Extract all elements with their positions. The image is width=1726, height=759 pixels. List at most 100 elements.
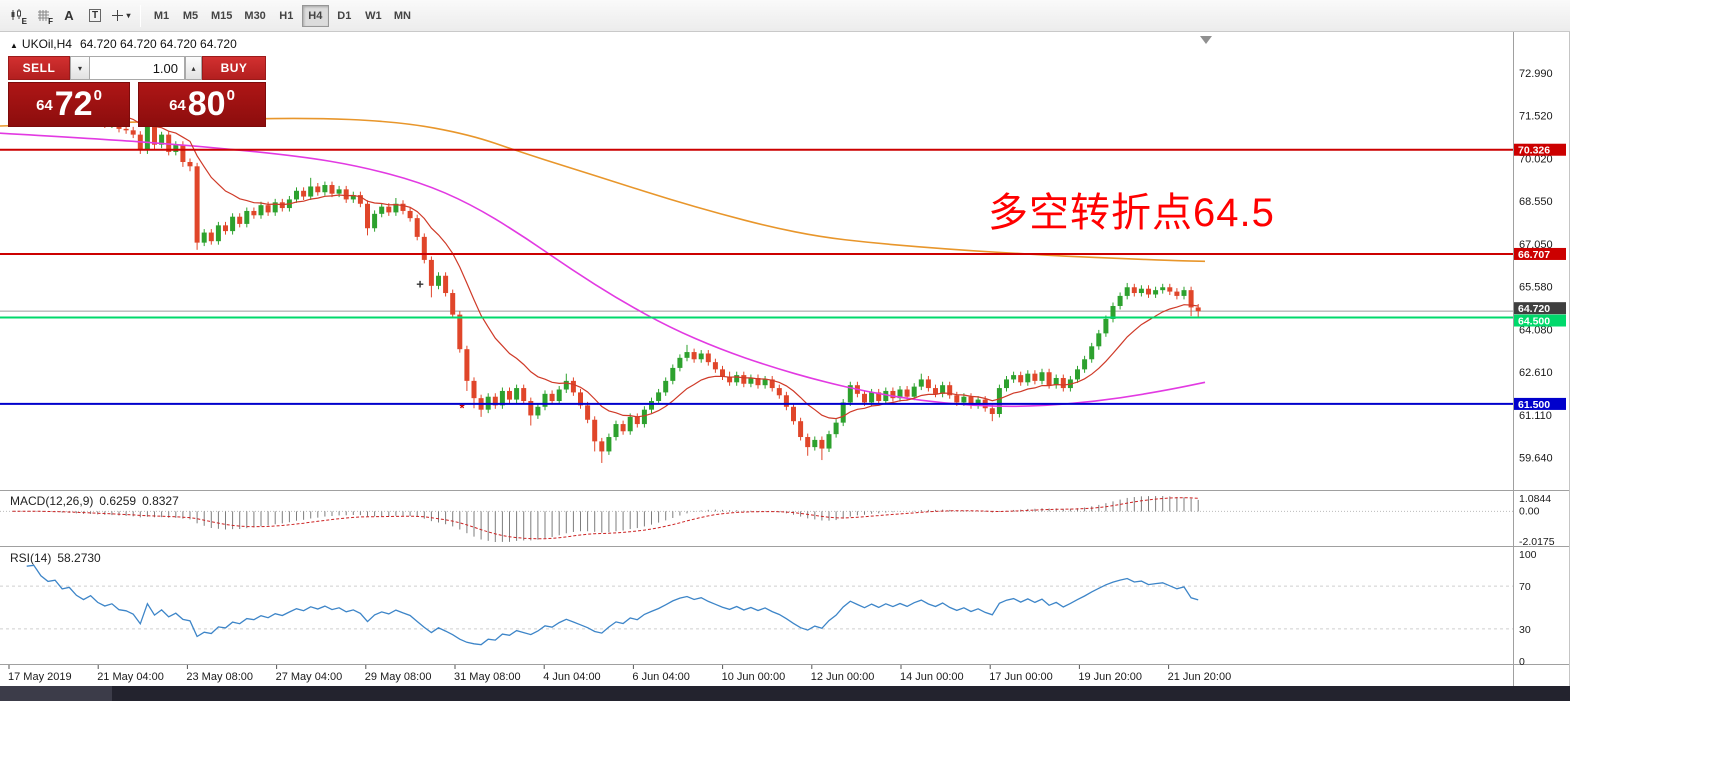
svg-text:66.707: 66.707 bbox=[1518, 249, 1550, 261]
toolbar-separator bbox=[140, 4, 141, 27]
svg-text:100: 100 bbox=[1519, 549, 1537, 561]
svg-text:14 Jun 00:00: 14 Jun 00:00 bbox=[900, 671, 964, 683]
svg-text:72.990: 72.990 bbox=[1519, 68, 1553, 80]
volume-input[interactable] bbox=[90, 56, 185, 80]
svg-text:31 May 08:00: 31 May 08:00 bbox=[454, 671, 521, 683]
text-box-icon: T bbox=[88, 9, 102, 22]
time-axis: 17 May 2019 21 May 04:00 23 May 08:00 27 Ma… bbox=[8, 665, 1231, 683]
candlestick-chart-icon bbox=[11, 9, 21, 20]
chart-style-button[interactable]: E bbox=[5, 4, 29, 28]
macd-title: MACD(12,26,9) bbox=[10, 494, 94, 508]
svg-text:61.110: 61.110 bbox=[1519, 410, 1552, 422]
scrollbar-thumb[interactable] bbox=[0, 686, 112, 701]
timeframe-button-w1[interactable]: W1 bbox=[360, 5, 387, 27]
svg-text:1.0844: 1.0844 bbox=[1519, 493, 1551, 505]
svg-text:23 May 08:00: 23 May 08:00 bbox=[186, 671, 253, 683]
crosshair-icon bbox=[112, 10, 124, 21]
buy-price-sup: 0 bbox=[226, 87, 235, 104]
svg-text:68.550: 68.550 bbox=[1519, 196, 1553, 208]
svg-text:70.326: 70.326 bbox=[1518, 145, 1550, 157]
svg-text:0.00: 0.00 bbox=[1519, 505, 1540, 517]
chart-style-sub-label: E bbox=[21, 16, 27, 26]
trade-markers-layer: +* bbox=[416, 277, 465, 416]
buy-button[interactable]: BUY bbox=[202, 56, 266, 80]
svg-text:12 Jun 00:00: 12 Jun 00:00 bbox=[811, 671, 875, 683]
svg-text:71.520: 71.520 bbox=[1519, 110, 1553, 122]
sell-price-display[interactable]: 64 72 0 bbox=[8, 82, 130, 127]
caret-up-icon: ▴ bbox=[191, 63, 196, 73]
svg-text:59.640: 59.640 bbox=[1519, 452, 1553, 464]
chart-canvas[interactable]: +*72.99071.52070.02068.55067.05065.58064… bbox=[0, 0, 1570, 701]
svg-text:-2.0175: -2.0175 bbox=[1519, 536, 1555, 548]
chart-shift-marker-icon bbox=[1200, 36, 1212, 44]
sell-button[interactable]: SELL bbox=[8, 56, 70, 80]
rsi-title: RSI(14) bbox=[10, 551, 52, 565]
drawing-tools-button[interactable]: ▾ bbox=[109, 4, 133, 28]
window-border bbox=[1569, 0, 1570, 701]
sell-price-prefix: 64 bbox=[36, 97, 53, 114]
volume-increase-button[interactable]: ▴ bbox=[185, 56, 202, 80]
timeframe-button-m30[interactable]: M30 bbox=[239, 5, 270, 27]
svg-text:65.580: 65.580 bbox=[1519, 281, 1553, 293]
sell-price-sup: 0 bbox=[93, 87, 102, 104]
timeframe-button-m5[interactable]: M5 bbox=[177, 5, 204, 27]
ohlc-values: 64.720 64.720 64.720 64.720 bbox=[79, 37, 237, 51]
svg-text:+: + bbox=[416, 277, 424, 292]
timeframe-button-d1[interactable]: D1 bbox=[331, 5, 358, 27]
svg-text:19 Jun 20:00: 19 Jun 20:00 bbox=[1078, 671, 1142, 683]
symbol-label: UKOil,H4 bbox=[21, 37, 72, 51]
svg-text:64.720: 64.720 bbox=[1518, 303, 1550, 315]
collapse-arrow-icon[interactable]: ▲ bbox=[10, 41, 18, 50]
svg-text:62.610: 62.610 bbox=[1519, 367, 1553, 379]
macd-header: MACD(12,26,9) 0.6259 0.8327 bbox=[10, 494, 185, 508]
svg-text:21 Jun 20:00: 21 Jun 20:00 bbox=[1168, 671, 1232, 683]
chart-symbol-header: ▲ UKOil,H4 64.720 64.720 64.720 64.720 bbox=[10, 37, 237, 51]
sell-price-big: 72 bbox=[54, 85, 93, 123]
svg-text:70.020: 70.020 bbox=[1519, 154, 1553, 166]
svg-text:4 Jun 04:00: 4 Jun 04:00 bbox=[543, 671, 601, 683]
grid-sub-label: F bbox=[48, 16, 53, 26]
svg-text:64.080: 64.080 bbox=[1519, 325, 1553, 337]
svg-text:27 May 04:00: 27 May 04:00 bbox=[276, 671, 343, 683]
buy-price-prefix: 64 bbox=[169, 97, 186, 114]
svg-text:61.500: 61.500 bbox=[1518, 399, 1550, 411]
timeframe-button-m1[interactable]: M1 bbox=[148, 5, 175, 27]
one-click-trading-panel: SELL ▾ ▴ BUY 64 72 0 64 80 0 bbox=[8, 56, 266, 127]
text-box-tool-button[interactable]: T bbox=[83, 4, 107, 28]
text-label-icon: A bbox=[64, 8, 74, 23]
svg-text:17 May 2019: 17 May 2019 bbox=[8, 671, 72, 683]
macd-value-main: 0.6259 bbox=[99, 494, 137, 508]
rsi-value: 58.2730 bbox=[57, 551, 101, 565]
text-label-tool-button[interactable]: A bbox=[57, 4, 81, 28]
rsi-panel: 100 70 30 0 bbox=[0, 549, 1537, 668]
candles-layer bbox=[10, 87, 1201, 463]
grid-icon bbox=[37, 10, 49, 21]
trade-prices-row: 64 72 0 64 80 0 bbox=[8, 82, 266, 127]
svg-text:70: 70 bbox=[1519, 581, 1531, 593]
hlines-layer bbox=[0, 36, 1513, 405]
horizontal-scrollbar[interactable] bbox=[0, 686, 1570, 701]
toolbar: E F A T ▾ M1 M5 M15 M30 H1 H4 D1 W1 MN bbox=[0, 0, 1570, 32]
svg-text:29 May 08:00: 29 May 08:00 bbox=[365, 671, 432, 683]
buy-price-big: 80 bbox=[187, 85, 226, 123]
svg-text:6 Jun 04:00: 6 Jun 04:00 bbox=[632, 671, 690, 683]
buy-price-display[interactable]: 64 80 0 bbox=[138, 82, 266, 127]
svg-text:10 Jun 00:00: 10 Jun 00:00 bbox=[722, 671, 786, 683]
panel-separators bbox=[0, 490, 1570, 665]
timeframe-button-m15[interactable]: M15 bbox=[206, 5, 237, 27]
svg-text:0: 0 bbox=[1519, 656, 1525, 668]
timeframe-button-h1[interactable]: H1 bbox=[273, 5, 300, 27]
timeframe-group: M1 M5 M15 M30 H1 H4 D1 W1 MN bbox=[147, 4, 417, 27]
volume-dropdown-button[interactable]: ▾ bbox=[70, 56, 90, 80]
svg-text:*: * bbox=[459, 401, 465, 416]
timeframe-button-h4[interactable]: H4 bbox=[301, 4, 329, 27]
svg-text:21 May 04:00: 21 May 04:00 bbox=[97, 671, 164, 683]
svg-text:64.500: 64.500 bbox=[1518, 316, 1550, 328]
annotation-text: 多空转折点64.5 bbox=[988, 191, 1275, 235]
trade-controls-row: SELL ▾ ▴ BUY bbox=[8, 56, 266, 80]
grid-button[interactable]: F bbox=[31, 4, 55, 28]
macd-value-signal: 0.8327 bbox=[142, 494, 179, 508]
timeframe-button-mn[interactable]: MN bbox=[389, 5, 416, 27]
